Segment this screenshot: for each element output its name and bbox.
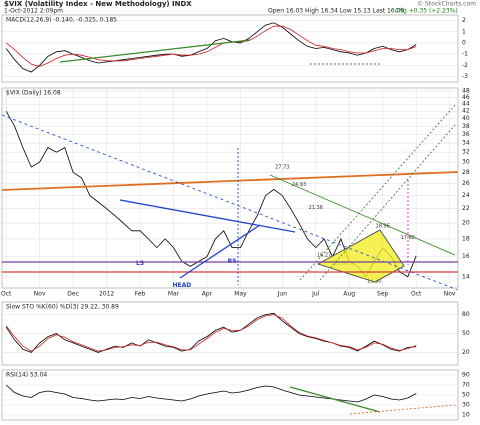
y-tick-label: -1: [462, 51, 468, 58]
x-tick-label: Aug: [343, 291, 355, 298]
y-tick-label: 26: [462, 180, 470, 187]
trend-line: [299, 104, 456, 281]
x-tick-label: Nov: [444, 291, 456, 298]
annotation: 27.73: [275, 165, 289, 171]
y-tick-label: 50: [462, 330, 470, 337]
series-line: [5, 312, 417, 353]
header-credit: © StockCharts.com: [417, 1, 476, 8]
y-tick-label: 1: [462, 28, 466, 35]
header-title: $VIX (Volatility Index - New Methodology…: [4, 0, 192, 8]
y-tick-label: 44: [462, 101, 470, 108]
y-tick-label: 70: [462, 382, 470, 389]
header-quote: Open 16.03 High 16.34 Low 15.13 Last 16.…: [268, 8, 404, 15]
annotation: 24.93: [292, 182, 306, 188]
x-tick-label: Sep: [377, 291, 389, 298]
y-tick-label: 2: [462, 17, 466, 24]
y-tick-label: 38: [462, 123, 470, 130]
trend-line: [1, 171, 459, 191]
series-line: [5, 25, 417, 67]
panel-title: RSI(14) 53.04: [6, 372, 47, 379]
triangle-pattern: [316, 229, 405, 283]
y-tick-label: 22: [462, 205, 470, 212]
series-line: [5, 314, 417, 352]
header-change: Chg +0.35 (+2.23%): [395, 8, 458, 15]
y-tick-label: 42: [462, 108, 470, 115]
y-tick-label: 24: [462, 192, 470, 199]
y-tick-label: 0: [462, 39, 466, 46]
annotation: HEAD: [173, 282, 192, 289]
x-tick-label: Mar: [168, 291, 180, 298]
x-tick-label: Oct: [411, 291, 422, 298]
annotation: 21.36: [309, 205, 323, 211]
y-tick-label: 10: [462, 412, 470, 419]
annotation: LS: [136, 260, 144, 267]
y-tick-label: 48: [462, 88, 470, 95]
y-tick-label: 30: [462, 402, 470, 409]
y-tick-label: 30: [462, 158, 470, 165]
y-tick-label: 14: [462, 273, 470, 280]
x-tick-label: Jul: [311, 291, 320, 298]
trend-lines: [1, 39, 459, 415]
trend-line: [119, 199, 296, 233]
y-tick-label: 32: [462, 149, 470, 156]
trend-line: [179, 224, 261, 279]
x-tick-label: Apr: [202, 291, 213, 298]
trend-line: [269, 174, 456, 256]
y-tick-label: -2: [462, 62, 468, 69]
annotation: 18.96: [376, 224, 390, 230]
x-tick-label: Dec: [67, 291, 79, 298]
x-tick-label: Oct: [1, 291, 12, 298]
series-line: [5, 384, 417, 403]
panel-title: MACD(12,26,9) -0.140, -0.325, 0.185: [6, 17, 117, 24]
y-tick-label: 40: [462, 115, 470, 122]
panel-title: Slow STO %K(60) %D(3) 29.22, 30.89: [6, 304, 119, 311]
x-tick-label: Feb: [135, 291, 146, 298]
y-tick-label: 18: [462, 235, 470, 242]
y-tick-label: 34: [462, 140, 470, 147]
y-tick-label: 20: [462, 220, 470, 227]
header-date: 1-Oct-2012 2:09pm: [4, 8, 63, 15]
y-tick-label: 90: [462, 372, 470, 379]
y-tick-label: 46: [462, 94, 470, 101]
y-tick-label: 50: [462, 392, 470, 399]
x-tick-label: Jun: [277, 291, 288, 298]
annotation: 16.27: [317, 252, 331, 258]
x-tick-label: Nov: [34, 291, 46, 298]
x-tick-label: May: [234, 291, 247, 298]
trend-line: [59, 39, 251, 63]
panel-title: $VIX (Daily) 16.08: [6, 90, 61, 97]
y-tick-label: -3: [462, 73, 468, 80]
y-tick-label: 20: [462, 349, 470, 356]
y-tick-label: 36: [462, 131, 470, 138]
trend-line: [289, 386, 381, 413]
trend-line: [349, 404, 456, 415]
y-tick-label: 16: [462, 253, 470, 260]
y-tick-label: 80: [462, 311, 470, 318]
x-tick-label: 2012: [99, 291, 114, 298]
y-tick-label: 28: [462, 169, 470, 176]
